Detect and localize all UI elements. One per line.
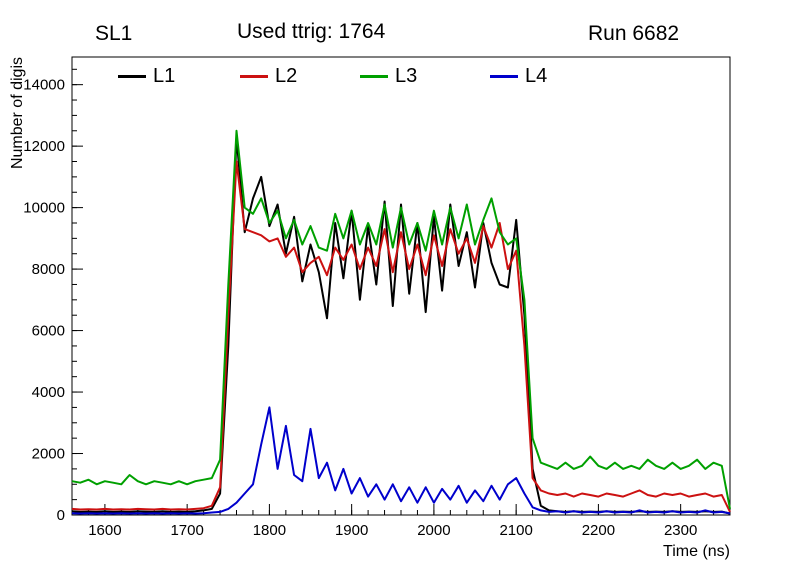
legend-label-l1: L1 [153, 64, 176, 87]
legend-label-l3: L3 [395, 64, 418, 87]
svg-text:6000: 6000 [32, 323, 65, 340]
svg-text:1700: 1700 [170, 522, 203, 539]
svg-text:2200: 2200 [582, 522, 615, 539]
svg-text:Time (ns): Time (ns) [663, 543, 730, 560]
legend-line-l1-icon [118, 74, 146, 78]
svg-text:2100: 2100 [499, 522, 532, 539]
svg-text:Number of digis: Number of digis [9, 57, 26, 169]
svg-text:1900: 1900 [335, 522, 368, 539]
legend-line-l4-icon [490, 74, 518, 78]
svg-text:0: 0 [57, 507, 65, 524]
legend-item-l4: L4 [490, 64, 547, 88]
svg-text:2300: 2300 [664, 522, 697, 539]
legend-item-l2: L2 [240, 64, 297, 88]
legend-item-l3: L3 [360, 64, 417, 88]
svg-text:1800: 1800 [253, 522, 286, 539]
legend-label-l2: L2 [275, 64, 298, 87]
svg-text:12000: 12000 [23, 138, 65, 155]
svg-text:1600: 1600 [88, 522, 121, 539]
svg-text:14000: 14000 [23, 77, 65, 94]
legend-line-l2-icon [240, 74, 268, 78]
pad-title-right: Run 6682 [588, 22, 680, 45]
pad-title-left: SL1 [95, 22, 133, 45]
svg-text:2000: 2000 [32, 446, 65, 463]
legend-label-l4: L4 [525, 64, 548, 87]
legend-item-l1: L1 [118, 64, 175, 88]
svg-text:10000: 10000 [23, 200, 65, 217]
svg-text:8000: 8000 [32, 261, 65, 278]
legend-line-l3-icon [360, 74, 388, 78]
pad-title-center: Used ttrig: 1764 [237, 20, 386, 43]
svg-text:2000: 2000 [417, 522, 450, 539]
svg-text:4000: 4000 [32, 384, 65, 401]
